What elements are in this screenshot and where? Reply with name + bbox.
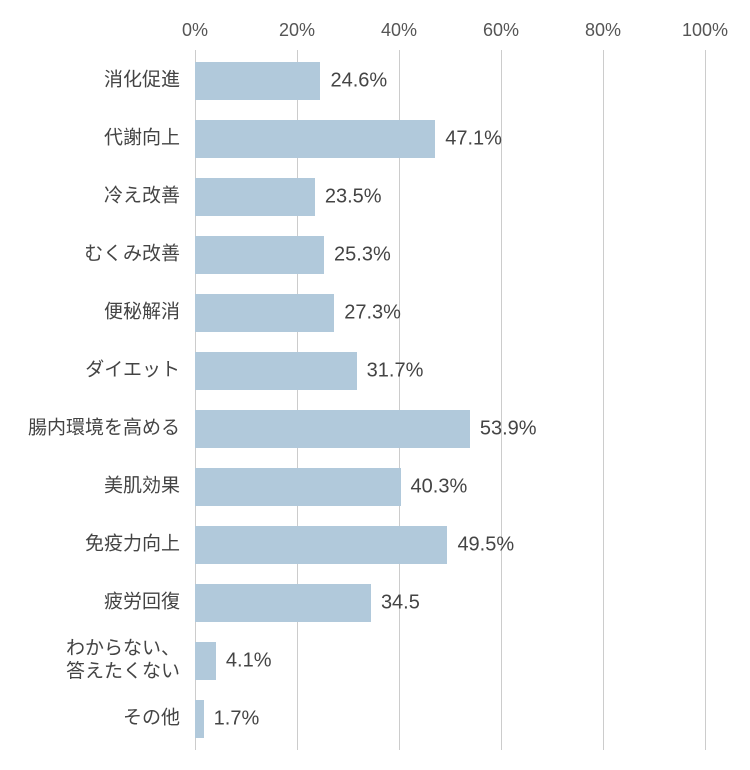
bar (195, 62, 320, 100)
category-label: 腸内環境を高める (0, 418, 180, 441)
bar-row: ダイエット31.7% (195, 352, 705, 390)
bar (195, 120, 435, 158)
bar (195, 410, 470, 448)
bar-row: 代謝向上47.1% (195, 120, 705, 158)
value-label: 49.5% (447, 534, 514, 557)
category-label: 美肌効果 (0, 476, 180, 499)
value-label: 53.9% (470, 418, 537, 441)
bar-row: 腸内環境を高める53.9% (195, 410, 705, 448)
bar (195, 700, 204, 738)
value-label: 24.6% (320, 70, 387, 93)
bar (195, 468, 401, 506)
bar (195, 526, 447, 564)
x-axis-tick-label: 20% (279, 20, 315, 41)
category-label: 便秘解消 (0, 302, 180, 325)
plot-area: 消化促進24.6% 代謝向上47.1% 冷え改善23.5% むくみ改善25.3% 便秘解… (195, 50, 705, 750)
bar (195, 178, 315, 216)
value-label: 31.7% (357, 360, 424, 383)
x-axis-tick-label: 0% (182, 20, 208, 41)
bar-row: 疲労回復34.5 (195, 584, 705, 622)
chart-container: 0%20%40%60%80%100% 消化促進24.6%代謝向上47.1%冷え改… (0, 0, 750, 770)
bar-row: 冷え改善23.5% (195, 178, 705, 216)
bar-row: 免疫力向上49.5% (195, 526, 705, 564)
category-label: 代謝向上 (0, 128, 180, 151)
bar-row: その他1.7% (195, 700, 705, 738)
bar-row: わからない、 答えたくない4.1% (195, 642, 705, 680)
bar (195, 352, 357, 390)
value-label: 25.3% (324, 244, 391, 267)
x-axis-tick-label: 40% (381, 20, 417, 41)
category-label: 消化促進 (0, 70, 180, 93)
category-label: 免疫力向上 (0, 534, 180, 557)
bar-row: 消化促進24.6% (195, 62, 705, 100)
bar (195, 584, 371, 622)
x-axis-labels: 0% 20% 40% 60% 80% 100% (0, 20, 750, 50)
category-label: 疲労回復 (0, 592, 180, 615)
gridline (705, 50, 706, 750)
value-label: 40.3% (401, 476, 468, 499)
category-label: その他 (0, 708, 180, 731)
x-axis-tick-label: 100% (682, 20, 728, 41)
x-axis-tick-label: 60% (483, 20, 519, 41)
value-label: 47.1% (435, 128, 502, 151)
value-label: 4.1% (216, 650, 272, 673)
value-label: 23.5% (315, 186, 382, 209)
category-label: 冷え改善 (0, 186, 180, 209)
value-label: 1.7% (204, 708, 260, 731)
value-label: 34.5 (371, 592, 420, 615)
bar-row: 美肌効果40.3% (195, 468, 705, 506)
x-axis-tick-label: 80% (585, 20, 621, 41)
bar-row: 便秘解消27.3% (195, 294, 705, 332)
bar (195, 642, 216, 680)
category-label: わからない、 答えたくない (0, 638, 180, 684)
bar (195, 236, 324, 274)
value-label: 27.3% (334, 302, 401, 325)
category-label: ダイエット (0, 360, 180, 383)
category-label: むくみ改善 (0, 244, 180, 267)
bar-row: むくみ改善25.3% (195, 236, 705, 274)
bar (195, 294, 334, 332)
